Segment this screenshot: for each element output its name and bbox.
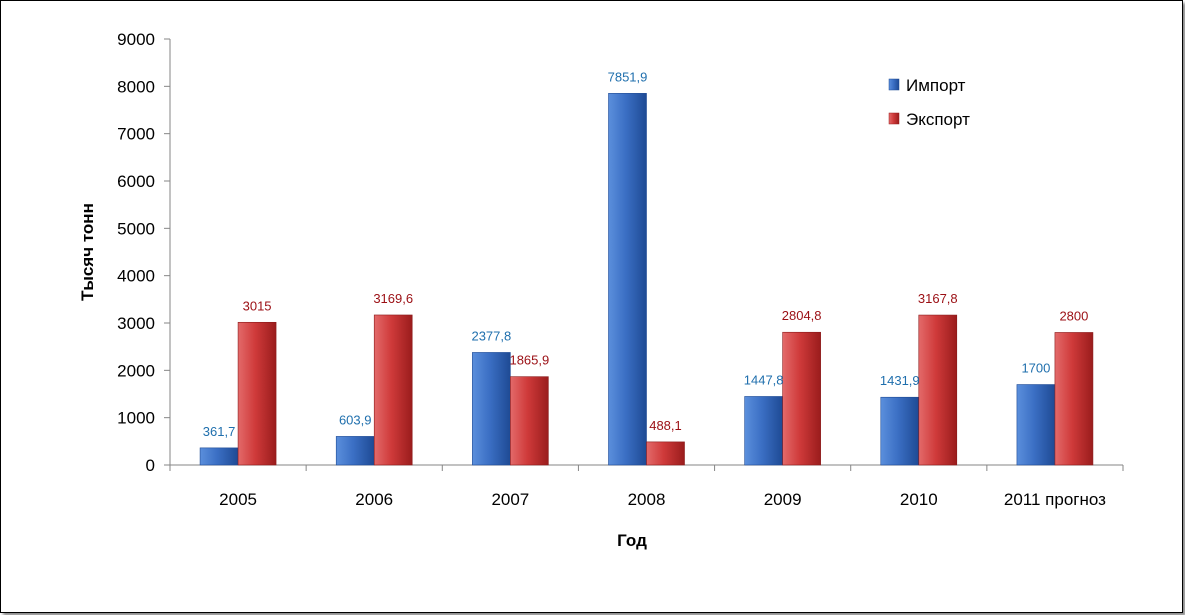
data-labels: 361,7 3015 603,9 3169,6 2377,8 1865,9 7851,9 48… [203, 69, 1089, 439]
data-label-import: 1431,9 [880, 373, 920, 388]
bar-export [782, 331, 821, 466]
bar-import [608, 93, 647, 466]
data-label-import: 603,9 [339, 412, 372, 427]
bar-import [199, 447, 239, 466]
y-axis-title: Тысяч тонн [78, 203, 97, 301]
bar-import [744, 396, 783, 466]
legend-swatch-import [888, 78, 900, 91]
y-tick-label: 4000 [117, 267, 155, 286]
legend-label-import: Импорт [906, 76, 966, 95]
bar-export [1054, 332, 1094, 466]
bars [199, 93, 1094, 466]
x-tick-label: 2007 [491, 490, 529, 509]
data-label-export: 2800 [1059, 308, 1088, 323]
data-label-export: 3015 [243, 298, 272, 313]
data-label-export: 2804,8 [782, 308, 822, 323]
x-tick-label: 2006 [355, 490, 393, 509]
legend-label-export: Экспорт [906, 110, 970, 129]
bar-export [373, 314, 413, 466]
y-tick-label: 1000 [117, 409, 155, 428]
y-tick-label: 9000 [117, 30, 155, 49]
bar-export [646, 441, 685, 466]
data-label-import: 1700 [1021, 361, 1050, 376]
data-label-export: 1865,9 [509, 353, 549, 368]
data-label-import: 2377,8 [471, 328, 511, 343]
x-axis-title: Год [617, 531, 647, 550]
x-axis: 2005 2006 2007 2008 2009 2010 2011 прогноз [169, 464, 1124, 509]
bar-export [510, 376, 549, 466]
data-label-export: 3169,6 [373, 291, 413, 306]
y-tick-label: 6000 [117, 172, 155, 191]
data-label-import: 361,7 [203, 424, 236, 439]
x-tick-label: 2005 [219, 490, 257, 509]
data-label-export: 3167,8 [918, 291, 958, 306]
y-tick-label: 2000 [117, 361, 155, 380]
bar-export [237, 321, 277, 466]
x-tick-label: 2010 [900, 490, 938, 509]
bar-import [1016, 384, 1056, 466]
y-tick-label: 5000 [117, 219, 155, 238]
x-tick-label: 2011 прогноз [1004, 490, 1106, 509]
y-axis: 0 1000 2000 3000 4000 5000 6000 7000 8000 9000 [117, 30, 171, 475]
y-tick-label: 8000 [117, 77, 155, 96]
bar-export [918, 314, 958, 466]
x-tick-label: 2009 [764, 490, 802, 509]
data-label-import: 7851,9 [608, 69, 648, 84]
bar-import [335, 436, 375, 466]
y-tick-label: 7000 [117, 125, 155, 144]
x-tick-label: 2008 [628, 490, 666, 509]
legend-swatch-export [888, 112, 900, 125]
bar-import [472, 352, 511, 466]
y-tick-label: 3000 [117, 314, 155, 333]
legend: Импорт Экспорт [888, 76, 970, 129]
y-tick-label: 0 [146, 456, 155, 475]
data-label-import: 1447,8 [744, 372, 784, 387]
bar-import [880, 396, 920, 466]
data-label-export: 488,1 [649, 418, 682, 433]
